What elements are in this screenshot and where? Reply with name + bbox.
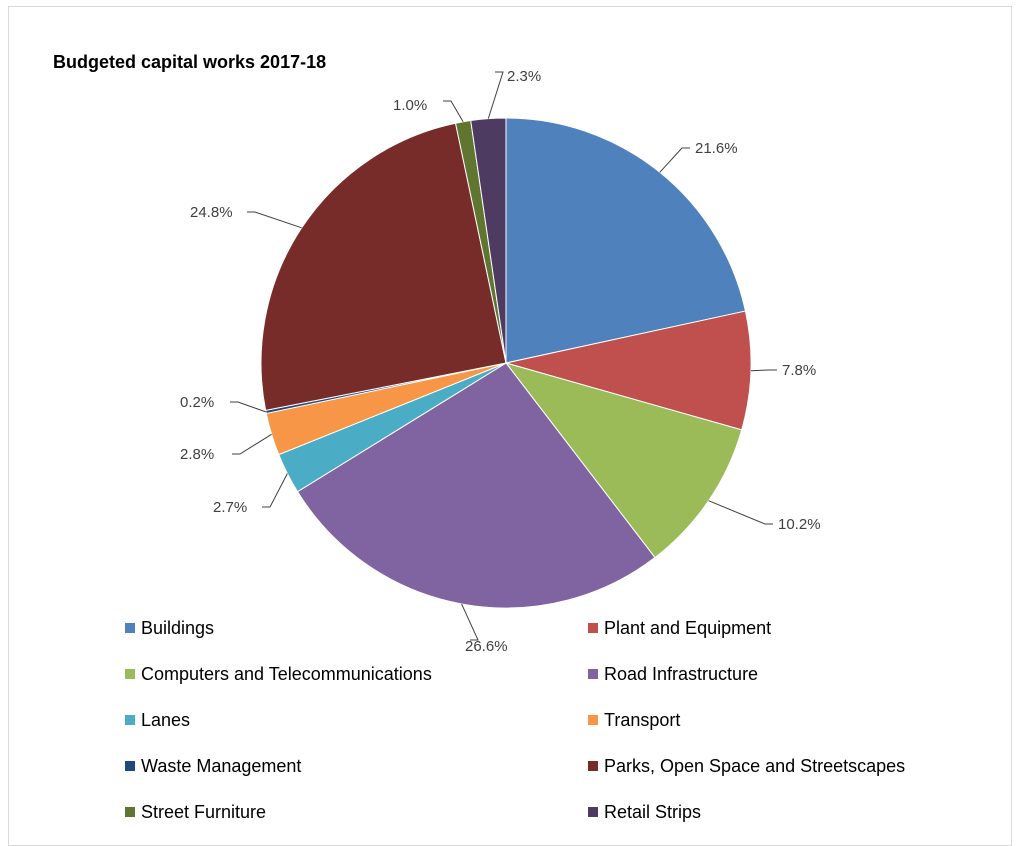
- pie-slice: [505, 310, 752, 431]
- legend-item: Lanes: [125, 709, 190, 731]
- data-label: 10.2%: [778, 516, 821, 533]
- leader-line: [461, 603, 479, 641]
- legend-swatch: [588, 669, 598, 679]
- legend-swatch: [125, 623, 135, 633]
- legend-item: Buildings: [125, 617, 214, 639]
- legend-label: Street Furniture: [141, 801, 267, 822]
- legend-item: Waste Management: [125, 755, 301, 777]
- leader-line: [487, 71, 504, 119]
- legend-swatch: [588, 761, 598, 771]
- data-label: 7.8%: [782, 362, 816, 379]
- leader-line: [708, 500, 773, 525]
- data-label: 24.8%: [190, 204, 233, 221]
- data-label: 0.2%: [180, 394, 214, 411]
- data-label: 2.7%: [213, 499, 247, 516]
- legend-swatch: [588, 715, 598, 725]
- legend-label: Parks, Open Space and Streetscapes: [604, 755, 906, 776]
- legend-label: Retail Strips: [604, 801, 702, 822]
- legend-item: Street Furniture: [125, 801, 266, 823]
- legend-label: Waste Management: [141, 755, 302, 776]
- data-label: 1.0%: [393, 97, 427, 114]
- data-label: 2.3%: [507, 68, 541, 85]
- data-label: 2.8%: [180, 446, 214, 463]
- legend-item: Computers and Telecommunications: [125, 663, 432, 685]
- legend-swatch: [125, 761, 135, 771]
- chart-title: Budgeted capital works 2017-18: [53, 52, 327, 72]
- leader-line: [230, 401, 267, 413]
- leader-line: [659, 147, 690, 173]
- leader-line: [443, 100, 464, 123]
- leader-line: [262, 473, 288, 508]
- data-label: 21.6%: [695, 140, 738, 157]
- leader-line: [232, 433, 272, 455]
- legend-swatch: [588, 807, 598, 817]
- legend-label: Lanes: [141, 709, 191, 730]
- legend-item: Retail Strips: [588, 801, 701, 823]
- pie-slice: [504, 362, 743, 559]
- legend-swatch: [125, 715, 135, 725]
- legend-label: Buildings: [141, 617, 215, 638]
- legend-swatch: [125, 669, 135, 679]
- data-label: 26.6%: [465, 638, 508, 655]
- legend-label: Computers and Telecommunications: [141, 663, 432, 684]
- legend-swatch: [588, 623, 598, 633]
- legend-item: Road Infrastructure: [588, 663, 758, 685]
- leader-line: [247, 211, 302, 229]
- legend-swatch: [125, 807, 135, 817]
- legend-item: Transport: [588, 709, 680, 731]
- legend-label: Transport: [604, 709, 681, 730]
- legend-item: Parks, Open Space and Streetscapes: [588, 755, 905, 777]
- legend-label: Plant and Equipment: [604, 617, 772, 638]
- pie-slice: [470, 117, 507, 364]
- legend-label: Road Infrastructure: [604, 663, 759, 684]
- leader-line: [750, 369, 777, 372]
- legend-item: Plant and Equipment: [588, 617, 771, 639]
